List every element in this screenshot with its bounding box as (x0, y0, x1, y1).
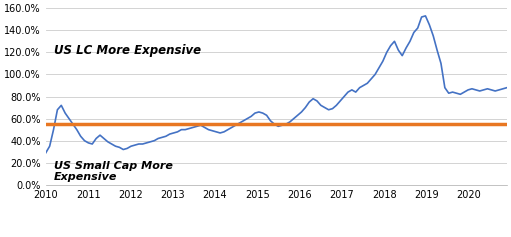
Text: US Small Cap More
Expensive: US Small Cap More Expensive (54, 160, 173, 182)
Relative Valuation (504, 86, 510, 89)
Relative Valuation (140, 143, 146, 146)
Relative Valuation (423, 14, 429, 17)
Relative Valuation (298, 110, 305, 113)
Relative Valuation (492, 90, 498, 92)
Text: US LC More Expensive: US LC More Expensive (54, 44, 201, 56)
Relative Valuation (43, 151, 49, 154)
Line: Relative Valuation: Relative Valuation (46, 16, 507, 153)
Relative Valuation (167, 133, 173, 136)
Relative Valuation (360, 84, 366, 87)
Relative Valuation (407, 40, 413, 43)
